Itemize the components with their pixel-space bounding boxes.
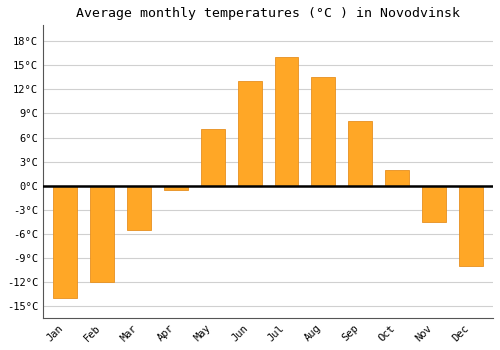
Bar xyxy=(90,186,114,282)
Bar xyxy=(127,186,151,230)
Bar xyxy=(422,186,446,222)
Bar xyxy=(53,186,77,298)
Bar xyxy=(164,186,188,190)
Bar xyxy=(385,169,409,186)
Bar xyxy=(200,130,224,186)
Bar xyxy=(312,77,336,186)
Title: Average monthly temperatures (°C ) in Novodvinsk: Average monthly temperatures (°C ) in No… xyxy=(76,7,460,20)
Bar xyxy=(238,82,262,186)
Bar xyxy=(459,186,483,266)
Bar xyxy=(274,57,298,186)
Bar xyxy=(348,121,372,186)
